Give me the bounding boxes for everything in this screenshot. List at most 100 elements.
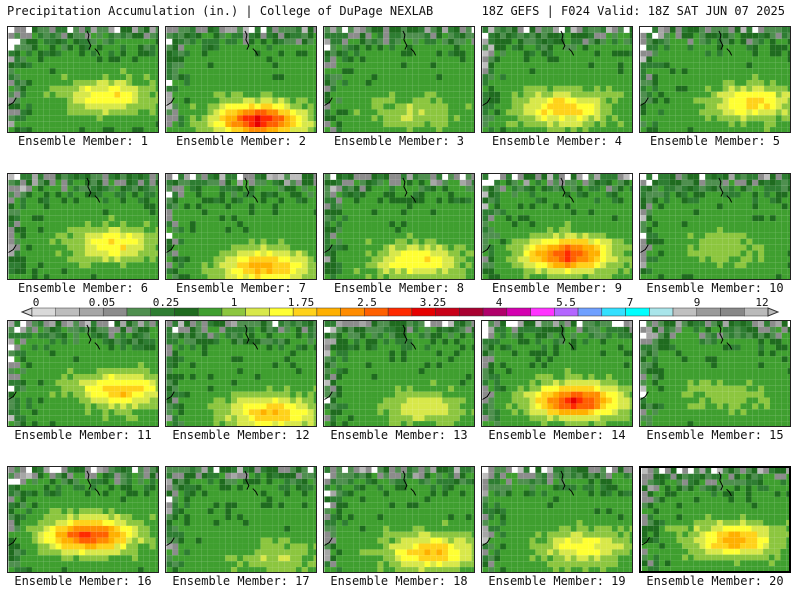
lake-outline (402, 177, 417, 203)
colorbar-bin (506, 307, 531, 317)
colorbar-legend: 0 0.05 0.25 1 1.75 2.5 3.25 4 5.5 7 9 12 (0, 296, 800, 320)
coastline (8, 244, 17, 253)
ensemble-member-label-6: Ensemble Member: 6 (17, 281, 149, 295)
coastline (324, 97, 333, 106)
precip-field (8, 467, 158, 572)
ensemble-panel-20[interactable] (639, 466, 791, 573)
ensemble-panel-10[interactable] (639, 173, 791, 280)
ensemble-member-label-2: Ensemble Member: 2 (175, 134, 307, 148)
precip-map-16 (8, 467, 158, 572)
ensemble-panel-1[interactable] (7, 26, 159, 133)
colorbar-bin (245, 307, 270, 317)
coastline (166, 537, 175, 546)
colorbar-bin (601, 307, 626, 317)
ensemble-panel-14[interactable] (481, 320, 633, 427)
ensemble-panel-16[interactable] (7, 466, 159, 573)
precip-map-11 (8, 321, 158, 426)
colorbar-bin (744, 307, 769, 317)
coastline (482, 97, 491, 106)
colorbar-tick-label: 1.75 (287, 296, 315, 309)
lake-outline (718, 177, 733, 203)
coastline (166, 391, 175, 400)
ensemble-panel-4[interactable] (481, 26, 633, 133)
coastline (324, 244, 333, 253)
ensemble-member-label-14: Ensemble Member: 14 (488, 428, 626, 442)
ensemble-panel-7[interactable] (165, 173, 317, 280)
lake-outline (560, 324, 575, 350)
precip-field (324, 27, 474, 132)
precip-field (166, 27, 316, 132)
coastline (8, 537, 17, 546)
colorbar-tick-label: 7 (626, 296, 634, 309)
ensemble-member-label-10: Ensemble Member: 10 (646, 281, 784, 295)
coastline (166, 244, 175, 253)
colorbar-bin (720, 307, 745, 317)
precip-map-2 (166, 27, 316, 132)
ensemble-panel-3[interactable] (323, 26, 475, 133)
colorbar-bin (435, 307, 460, 317)
colorbar-tick-label: 3.25 (419, 296, 447, 309)
coastline (482, 244, 491, 253)
colorbar-bin (292, 307, 318, 317)
precip-map-5 (640, 27, 790, 132)
precip-field (324, 174, 474, 279)
colorbar-tick-label: 2.5 (357, 296, 377, 309)
precip-map-10 (640, 174, 790, 279)
ensemble-member-label-9: Ensemble Member: 9 (491, 281, 623, 295)
precip-field (166, 174, 316, 279)
precip-map-19 (482, 467, 632, 572)
ensemble-member-label-1: Ensemble Member: 1 (17, 134, 149, 148)
lake-outline (560, 177, 575, 203)
coastline (640, 391, 649, 400)
ensemble-panel-8[interactable] (323, 173, 475, 280)
ensemble-panel-13[interactable] (323, 320, 475, 427)
coastline (640, 244, 649, 253)
ensemble-panel-18[interactable] (323, 466, 475, 573)
precip-field (640, 174, 790, 279)
colorbar-bin (197, 307, 223, 317)
ensemble-member-label-12: Ensemble Member: 12 (172, 428, 310, 442)
lake-outline (560, 470, 575, 496)
colorbar-tick-label: 4 (495, 296, 503, 309)
lake-outline (86, 324, 101, 350)
ensemble-panel-2[interactable] (165, 26, 317, 133)
lake-outline (402, 324, 417, 350)
colorbar-bin (411, 307, 436, 317)
colorbar-tick-label: 5.5 (556, 296, 576, 309)
colorbar-bin (79, 307, 104, 317)
precip-map-13 (324, 321, 474, 426)
colorbar-tick-label: 1 (230, 296, 238, 309)
coastline (482, 391, 491, 400)
colorbar-bin (649, 307, 674, 317)
precip-map-1 (8, 27, 158, 132)
ensemble-member-label-5: Ensemble Member: 5 (649, 134, 781, 148)
ensemble-panel-17[interactable] (165, 466, 317, 573)
ensemble-member-label-3: Ensemble Member: 3 (333, 134, 465, 148)
precip-field (166, 321, 316, 426)
colorbar-tick-label: 12 (755, 296, 769, 309)
ensemble-panel-9[interactable] (481, 173, 633, 280)
colorbar-min-arrow (20, 307, 33, 317)
precip-field (324, 467, 474, 572)
precip-map-18 (324, 467, 474, 572)
ensemble-member-label-19: Ensemble Member: 19 (488, 574, 626, 588)
coastline (482, 537, 491, 546)
lake-outline (86, 177, 101, 203)
ensemble-member-label-11: Ensemble Member: 11 (14, 428, 152, 442)
ensemble-panel-5[interactable] (639, 26, 791, 133)
chart-title: Precipitation Accumulation (in.) | Colle… (7, 4, 434, 18)
coastline (641, 537, 650, 546)
colorbar-bin (459, 307, 484, 317)
precip-field (324, 321, 474, 426)
colorbar-bin (55, 307, 80, 317)
lake-outline (560, 30, 575, 56)
ensemble-panel-15[interactable] (639, 320, 791, 427)
ensemble-panel-12[interactable] (165, 320, 317, 427)
lake-outline (86, 30, 101, 56)
ensemble-panel-6[interactable] (7, 173, 159, 280)
precip-field (482, 174, 632, 279)
ensemble-panel-19[interactable] (481, 466, 633, 573)
precip-map-8 (324, 174, 474, 279)
ensemble-panel-11[interactable] (7, 320, 159, 427)
colorbar-tick-label: 9 (693, 296, 701, 309)
